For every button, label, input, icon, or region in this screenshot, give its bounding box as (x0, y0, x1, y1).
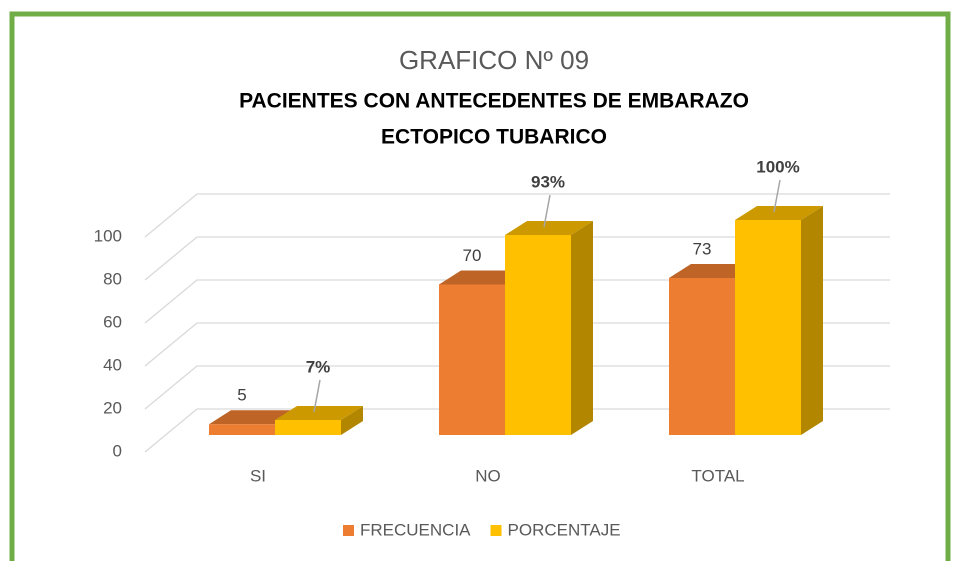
chart-title: GRAFICO Nº 09 (399, 45, 589, 75)
bar-face (669, 278, 735, 435)
bar-face (505, 235, 571, 435)
bar (735, 206, 823, 435)
grid-line (144, 193, 890, 238)
leader-line (543, 194, 551, 228)
y-tick-label: 80 (103, 269, 122, 288)
data-label: 70 (463, 246, 482, 265)
bar-face (209, 424, 275, 435)
legend-label: PORCENTAJE (508, 520, 621, 539)
y-tick-label: 0 (113, 441, 122, 460)
grid-line (144, 322, 890, 367)
x-tick-label: SI (250, 466, 266, 485)
y-tick-label: 100 (94, 226, 122, 245)
y-tick-label: 20 (103, 398, 122, 417)
leader-line (313, 379, 321, 413)
data-label: 5 (237, 386, 246, 405)
x-tick-label: TOTAL (691, 466, 744, 485)
bar-face (801, 206, 823, 435)
grid-line (144, 236, 890, 281)
bar-face (505, 221, 593, 236)
bar (275, 405, 363, 435)
legend-swatch (343, 525, 354, 536)
grid-line (144, 365, 890, 410)
data-label: 7% (306, 357, 331, 376)
bar-face (571, 221, 593, 435)
bar-face (735, 206, 823, 220)
legend-swatch (490, 525, 502, 536)
chart-subtitle: ECTOPICO TUBARICO (381, 126, 607, 149)
y-tick-label: 40 (103, 355, 122, 374)
bar-face (439, 284, 505, 435)
y-tick-label: 60 (103, 312, 122, 331)
leader-line (773, 179, 781, 213)
data-label: 93% (531, 173, 565, 192)
bar-face (275, 405, 363, 420)
bar-face (341, 405, 363, 435)
legend-label: FRECUENCIA (360, 520, 471, 539)
x-tick-label: NO (475, 466, 501, 485)
bar (505, 221, 593, 435)
grid-line (144, 279, 890, 324)
grid-line (144, 408, 890, 453)
data-label: 100% (756, 157, 799, 176)
bar-face (275, 419, 341, 435)
chart-subtitle: PACIENTES CON ANTECEDENTES DE EMBARAZO (239, 90, 749, 113)
bar-face (735, 220, 801, 435)
data-label: 73 (693, 240, 712, 259)
